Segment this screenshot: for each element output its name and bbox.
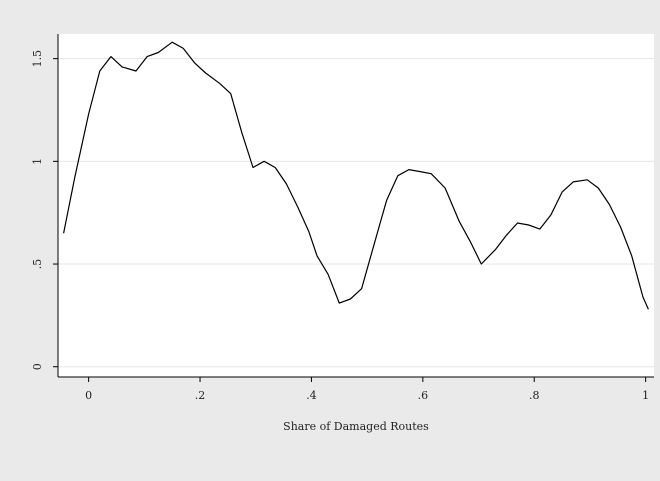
gridlines — [58, 58, 654, 368]
x-tick-label: 0 — [85, 389, 92, 402]
x-tick-label: .8 — [529, 389, 540, 402]
x-axis-ticks: 0 .2 .4 .6 .8 1 — [85, 377, 649, 402]
y-tick-label: 0 — [31, 363, 44, 370]
x-tick-label: .4 — [306, 389, 317, 402]
series-line — [63, 41, 649, 310]
y-tick-label: 1 — [31, 158, 44, 165]
y-axis-ticks: 0 .5 1 1.5 — [31, 50, 58, 370]
y-tick-label: .5 — [31, 259, 44, 270]
x-tick-label: .2 — [195, 389, 206, 402]
series-layer — [63, 41, 649, 310]
y-tick-label: 1.5 — [31, 50, 44, 68]
x-tick-label: 1 — [642, 389, 649, 402]
x-tick-label: .6 — [418, 389, 429, 402]
x-axis-label: Share of Damaged Routes — [283, 420, 429, 433]
plot-area — [58, 34, 654, 377]
